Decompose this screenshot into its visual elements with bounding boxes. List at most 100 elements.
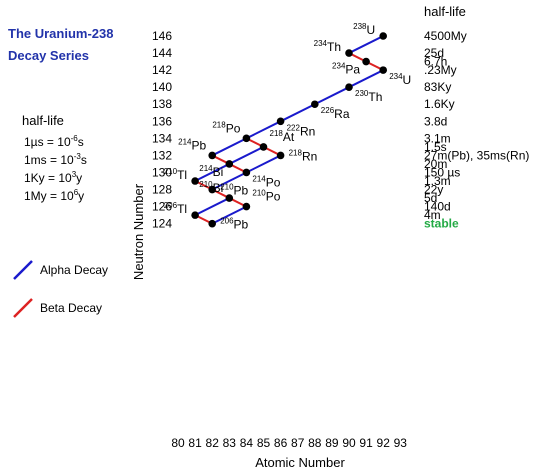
alpha-decay-line (211, 205, 247, 225)
y-tick-label: 138 (152, 97, 172, 111)
x-tick-label: 84 (240, 436, 254, 450)
half-life-value: 1.6Ky (424, 97, 455, 111)
legend-swatch (13, 298, 33, 318)
half-life-value: 20m (424, 157, 447, 171)
nuclide-point (379, 32, 388, 40)
half-life-value: 3.8d (424, 114, 447, 128)
x-tick-label: 80 (171, 436, 185, 450)
nuclide-point (208, 185, 216, 194)
nuclide-point (242, 168, 251, 177)
x-tick-label: 92 (377, 436, 391, 450)
half-life-value: 3.1m (424, 131, 451, 145)
y-tick-label: 126 (152, 200, 172, 214)
half-life-value: .23My (424, 63, 457, 77)
alpha-decay-line (314, 86, 350, 106)
y-tick-label: 136 (152, 114, 172, 128)
nuclide-point (276, 151, 285, 160)
y-axis-label: Neutron Number (131, 183, 146, 280)
y-tick-label: 132 (152, 148, 172, 162)
alpha-decay-line (348, 35, 384, 54)
units-note-line: 1My = 106y (24, 188, 84, 203)
nuclide-points (191, 32, 388, 228)
nuclide-point (259, 143, 268, 151)
y-tick-label: 130 (152, 165, 172, 179)
x-tick-label: 87 (291, 436, 305, 450)
title-line-2: Decay Series (8, 48, 89, 63)
x-tick-label: 88 (308, 436, 322, 450)
half-life-value: 1.5s (424, 140, 447, 154)
nuclide-label: 238U (353, 22, 375, 37)
nuclide-point (311, 100, 319, 109)
half-life-value: 140d (424, 200, 451, 214)
alpha-decay-line (348, 69, 384, 89)
y-tick-label: 146 (152, 29, 172, 43)
nuclide-point (242, 202, 251, 211)
x-tick-label: 82 (206, 436, 220, 450)
half-life-value: 4500My (424, 29, 467, 43)
half-life-value: stable (424, 217, 459, 231)
units-note-line: 1µs = 10-6s (24, 134, 84, 149)
x-tick-label: 85 (257, 436, 271, 450)
nuclide-labels: 238U 234Th 234Pa 234U 230Th 226Ra 222Rn 218Po 21… (164, 22, 411, 232)
x-tick-label: 91 (359, 436, 373, 450)
nuclide-label: 226Ra (321, 106, 350, 121)
nuclide-label: 234U (389, 72, 411, 87)
nuclide-label: 218Po (212, 120, 240, 135)
nuclide-label: 210Bi (199, 180, 223, 195)
x-tick-label: 86 (274, 436, 288, 450)
nuclide-point (362, 57, 370, 66)
half-life-value: 83Ky (424, 80, 451, 94)
x-tick-label: 81 (188, 436, 202, 450)
nuclide-point (345, 49, 353, 57)
x-tick-label: 83 (223, 436, 237, 450)
nuclide-label: 234Th (314, 39, 341, 54)
alpha-decay-line (211, 171, 247, 191)
x-axis-label: Atomic Number (255, 455, 345, 470)
half-life-value: 1.3m (424, 174, 451, 188)
nuclide-point (276, 117, 285, 126)
x-tick-label: 93 (394, 436, 408, 450)
alpha-decay-line (280, 103, 316, 123)
half-life-value: 25d (424, 46, 444, 60)
nuclide-label: 210Pb (220, 183, 248, 198)
y-tick-label: 134 (152, 131, 172, 145)
nuclide-label: 210Tl (164, 167, 187, 182)
y-tick-label: 144 (152, 46, 172, 60)
nuclide-label: 218At (270, 129, 295, 144)
nuclide-label: 234Pa (332, 62, 360, 77)
alpha-decay-line (245, 154, 282, 174)
nuclide-point (208, 151, 216, 160)
nuclide-label: 206Pb (220, 217, 248, 232)
x-tick-label: 89 (325, 436, 339, 450)
y-tick-label: 128 (152, 183, 172, 197)
y-tick-label: 124 (152, 217, 172, 231)
half-life-value: 4m (424, 208, 441, 222)
nuclide-label: 210Po (252, 189, 280, 204)
axes: 124 126 128 130 132 134 136 138 140 142 144 146 80 81… (152, 29, 407, 450)
nuclide-point (345, 83, 353, 91)
units-note-line: 1Ky = 103y (24, 170, 82, 185)
legend-label: Alpha Decay (40, 263, 108, 277)
nuclide-point (242, 134, 251, 143)
half-life-value: 27m(Pb), 35ms(Rn) (424, 148, 529, 162)
chart-title: The Uranium-238 Decay Series (8, 26, 113, 63)
nuclide-label: 222Rn (287, 123, 316, 138)
half-life-value: 22y (424, 183, 443, 197)
units-note: half-life 1µs = 10-6s 1ms = 10-3s 1Ky = 10… (22, 113, 87, 203)
nuclide-label: 218Rn (289, 148, 318, 163)
nuclide-point (225, 160, 234, 168)
title-line-1: The Uranium-238 (8, 26, 113, 41)
alpha-decay-line (228, 145, 264, 165)
nuclide-point (191, 177, 199, 185)
nuclide-label: 230Th (355, 89, 382, 104)
y-tick-label: 142 (152, 63, 172, 77)
nuclide-label: 214Pb (178, 137, 206, 152)
half-life-heading: half-life (424, 4, 466, 19)
nuclide-label: 214Po (252, 174, 280, 189)
x-tick-label: 90 (342, 436, 356, 450)
half-life-value: 5d (424, 191, 437, 205)
legend-swatch (13, 260, 33, 280)
alpha-decay-line (194, 197, 230, 217)
nuclide-point (191, 211, 199, 219)
